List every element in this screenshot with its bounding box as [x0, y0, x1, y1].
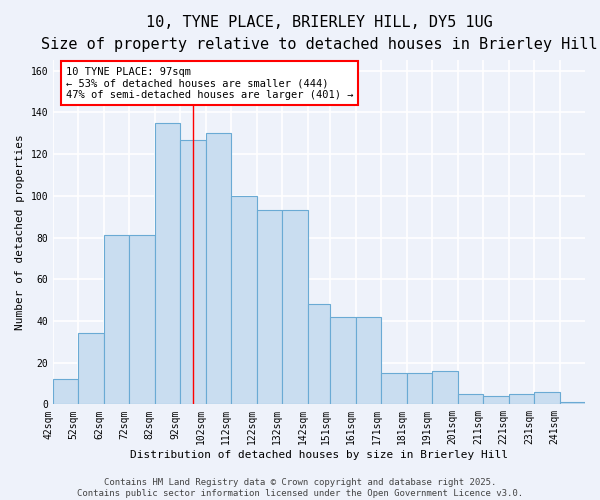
Bar	[231, 196, 257, 404]
Bar	[53, 380, 79, 404]
Bar	[282, 210, 308, 404]
Bar	[130, 236, 155, 404]
Bar	[79, 334, 104, 404]
Bar	[308, 304, 331, 404]
Bar	[257, 210, 282, 404]
Text: 10 TYNE PLACE: 97sqm
← 53% of detached houses are smaller (444)
47% of semi-deta: 10 TYNE PLACE: 97sqm ← 53% of detached h…	[66, 66, 353, 100]
Title: 10, TYNE PLACE, BRIERLEY HILL, DY5 1UG
Size of property relative to detached hou: 10, TYNE PLACE, BRIERLEY HILL, DY5 1UG S…	[41, 15, 598, 52]
Bar	[181, 140, 206, 404]
Bar	[382, 373, 407, 404]
Bar	[458, 394, 483, 404]
Bar	[407, 373, 432, 404]
Bar	[560, 402, 585, 404]
Bar	[432, 371, 458, 404]
Bar	[509, 394, 534, 404]
X-axis label: Distribution of detached houses by size in Brierley Hill: Distribution of detached houses by size …	[130, 450, 508, 460]
Bar	[331, 317, 356, 404]
Text: Contains HM Land Registry data © Crown copyright and database right 2025.
Contai: Contains HM Land Registry data © Crown c…	[77, 478, 523, 498]
Bar	[206, 134, 231, 404]
Bar	[356, 317, 382, 404]
Bar	[534, 392, 560, 404]
Bar	[104, 236, 130, 404]
Y-axis label: Number of detached properties: Number of detached properties	[15, 134, 25, 330]
Bar	[483, 396, 509, 404]
Bar	[155, 123, 181, 404]
